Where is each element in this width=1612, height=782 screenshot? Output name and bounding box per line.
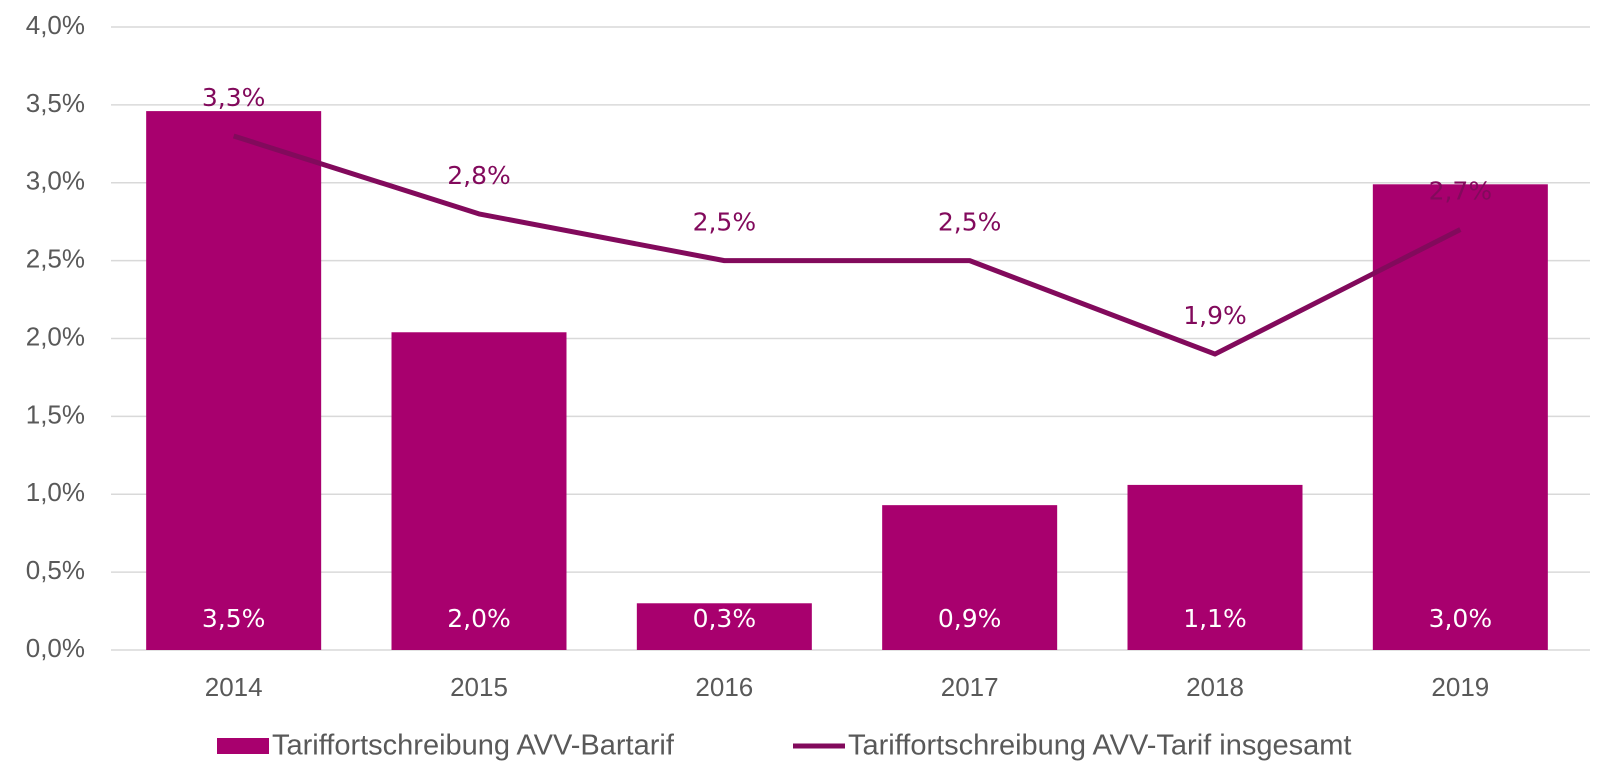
y-tick-label: 3,0% (26, 166, 85, 196)
line (232, 133, 1462, 357)
bar (391, 332, 567, 650)
data-label: 2,5% (693, 208, 757, 237)
y-tick-label: 2,5% (26, 244, 85, 274)
data-label: 2,7% (1429, 176, 1493, 205)
bar (1372, 184, 1548, 650)
bar (1127, 484, 1303, 650)
y-tick-label: 2,0% (26, 321, 85, 351)
x-tick-label: 2015 (450, 672, 508, 702)
data-label: 3,5% (202, 604, 266, 633)
x-tick-label: 2018 (1186, 672, 1244, 702)
x-tick-label: 2014 (205, 672, 263, 702)
y-tick-label: 4,0% (26, 10, 85, 40)
y-tick-label: 1,5% (26, 399, 85, 429)
bar (882, 505, 1058, 650)
legend-label: Tariffortschreibung AVV-Tarif insgesamt (848, 730, 1351, 762)
bar (636, 603, 812, 650)
data-label: 1,9% (1183, 301, 1247, 330)
x-tick-label: 2016 (695, 672, 753, 702)
y-tick-label: 1,0% (26, 477, 85, 507)
x-tick-label: 2017 (941, 672, 999, 702)
data-label: 2,5% (938, 208, 1002, 237)
y-tick-label: 0,0% (26, 633, 85, 663)
legend-label: Tariffortschreibung AVV-Bartarif (272, 730, 675, 762)
data-label: 3,0% (1429, 604, 1493, 633)
bar (146, 111, 322, 651)
legend-swatch (217, 738, 269, 754)
data-label: 2,0% (447, 604, 511, 633)
data-label: 0,3% (693, 604, 757, 633)
x-tick-label: 2019 (1431, 672, 1489, 702)
data-label: 3,3% (202, 83, 266, 112)
y-tick-label: 3,5% (26, 88, 85, 118)
y-tick-label: 0,5% (26, 555, 85, 585)
data-label: 2,8% (447, 161, 511, 190)
data-label: 1,1% (1183, 604, 1247, 633)
data-label: 0,9% (938, 604, 1002, 633)
